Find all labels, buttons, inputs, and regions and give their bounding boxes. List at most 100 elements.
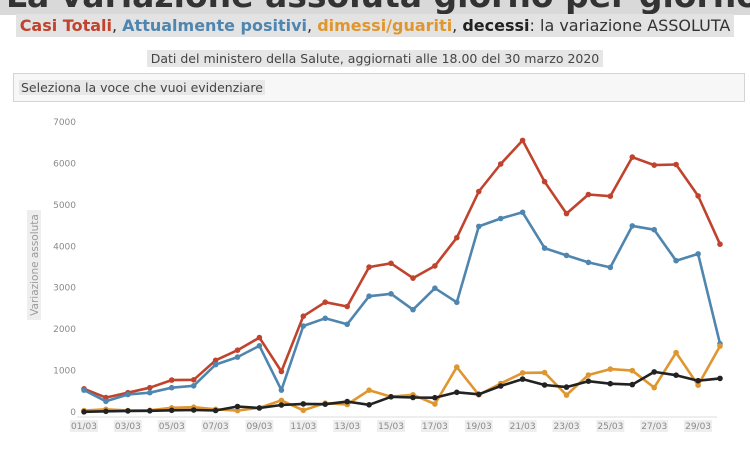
data-point-2[interactable] [234,407,241,414]
data-point-0[interactable] [366,264,372,270]
data-point-1[interactable] [585,259,592,266]
data-point-2[interactable] [563,392,570,398]
data-point-0[interactable] [300,313,307,320]
data-point-3[interactable] [256,405,263,411]
data-point-2[interactable] [432,401,438,407]
data-point-0[interactable] [717,241,723,247]
data-point-2[interactable] [695,382,701,389]
series-line-2[interactable] [83,345,722,412]
data-point-1[interactable] [168,384,175,391]
data-point-0[interactable] [147,384,153,391]
data-point-1[interactable] [256,343,263,349]
data-point-3[interactable] [388,394,394,400]
data-point-3[interactable] [300,401,307,407]
data-point-3[interactable] [585,378,592,385]
data-point-3[interactable] [695,377,701,384]
highlight-selector[interactable]: Seleziona la voce che vuoi evidenziare [13,73,745,102]
series-line-1[interactable] [83,211,722,403]
data-point-3[interactable] [168,407,175,414]
data-point-2[interactable] [585,372,592,378]
data-point-1[interactable] [147,389,153,396]
data-point-1[interactable] [476,223,482,230]
data-point-1[interactable] [432,285,438,292]
data-point-0[interactable] [607,193,614,199]
data-point-3[interactable] [234,403,241,410]
data-point-0[interactable] [278,368,285,375]
data-point-1[interactable] [519,209,526,216]
data-point-1[interactable] [344,321,351,328]
data-point-1[interactable] [234,354,241,360]
data-point-3[interactable] [147,408,153,414]
data-point-3[interactable] [103,408,109,415]
data-point-0[interactable] [322,299,329,306]
data-point-0[interactable] [541,178,548,185]
data-point-1[interactable] [629,223,636,229]
data-point-1[interactable] [212,361,219,368]
data-point-3[interactable] [125,408,131,414]
data-point-3[interactable] [322,401,329,408]
data-point-0[interactable] [476,188,482,195]
series-line-3[interactable] [83,370,721,414]
data-point-3[interactable] [717,375,723,382]
data-point-1[interactable] [497,215,504,222]
data-point-0[interactable] [168,377,175,383]
data-point-3[interactable] [541,382,548,388]
data-point-3[interactable] [563,384,570,390]
data-point-2[interactable] [366,387,372,394]
data-point-0[interactable] [344,303,351,310]
data-point-1[interactable] [563,252,570,259]
data-point-2[interactable] [519,370,526,376]
data-point-0[interactable] [497,161,504,167]
data-point-3[interactable] [432,394,438,401]
data-point-0[interactable] [651,162,657,168]
data-point-0[interactable] [673,161,679,168]
data-point-3[interactable] [81,409,87,415]
data-point-1[interactable] [366,293,372,300]
data-point-2[interactable] [629,367,636,374]
data-point-1[interactable] [410,306,416,313]
data-point-0[interactable] [234,347,241,354]
series-line-0[interactable] [83,139,722,399]
data-point-3[interactable] [278,402,285,408]
data-point-0[interactable] [454,234,460,241]
data-point-1[interactable] [607,264,614,271]
data-point-0[interactable] [432,263,438,269]
data-point-3[interactable] [344,398,351,405]
data-point-3[interactable] [476,391,482,398]
data-point-1[interactable] [81,387,87,393]
data-point-3[interactable] [607,380,614,387]
data-point-1[interactable] [125,391,131,398]
data-point-1[interactable] [278,387,285,393]
data-point-3[interactable] [190,407,197,413]
data-point-1[interactable] [388,291,394,297]
data-point-3[interactable] [629,381,636,388]
data-point-0[interactable] [410,275,416,281]
data-point-0[interactable] [629,154,636,160]
data-point-0[interactable] [519,137,526,144]
data-point-2[interactable] [607,366,614,372]
data-point-1[interactable] [673,257,679,264]
data-point-0[interactable] [695,193,701,199]
data-point-1[interactable] [541,245,548,251]
data-point-2[interactable] [673,349,679,356]
data-point-0[interactable] [388,260,394,267]
data-point-3[interactable] [212,407,219,414]
data-point-1[interactable] [322,315,329,322]
data-point-1[interactable] [695,251,701,257]
data-point-2[interactable] [300,407,307,414]
data-point-0[interactable] [563,210,570,217]
data-point-1[interactable] [190,383,197,389]
data-point-1[interactable] [454,299,460,306]
data-point-0[interactable] [190,377,197,383]
data-point-2[interactable] [541,369,548,376]
data-point-3[interactable] [366,402,372,408]
data-point-2[interactable] [454,364,460,370]
data-point-3[interactable] [410,394,416,401]
data-point-3[interactable] [454,389,460,396]
data-point-3[interactable] [651,369,657,375]
data-point-1[interactable] [651,226,657,233]
data-point-1[interactable] [103,398,109,405]
data-point-2[interactable] [717,343,723,349]
data-point-0[interactable] [256,334,263,341]
data-point-3[interactable] [519,376,526,382]
